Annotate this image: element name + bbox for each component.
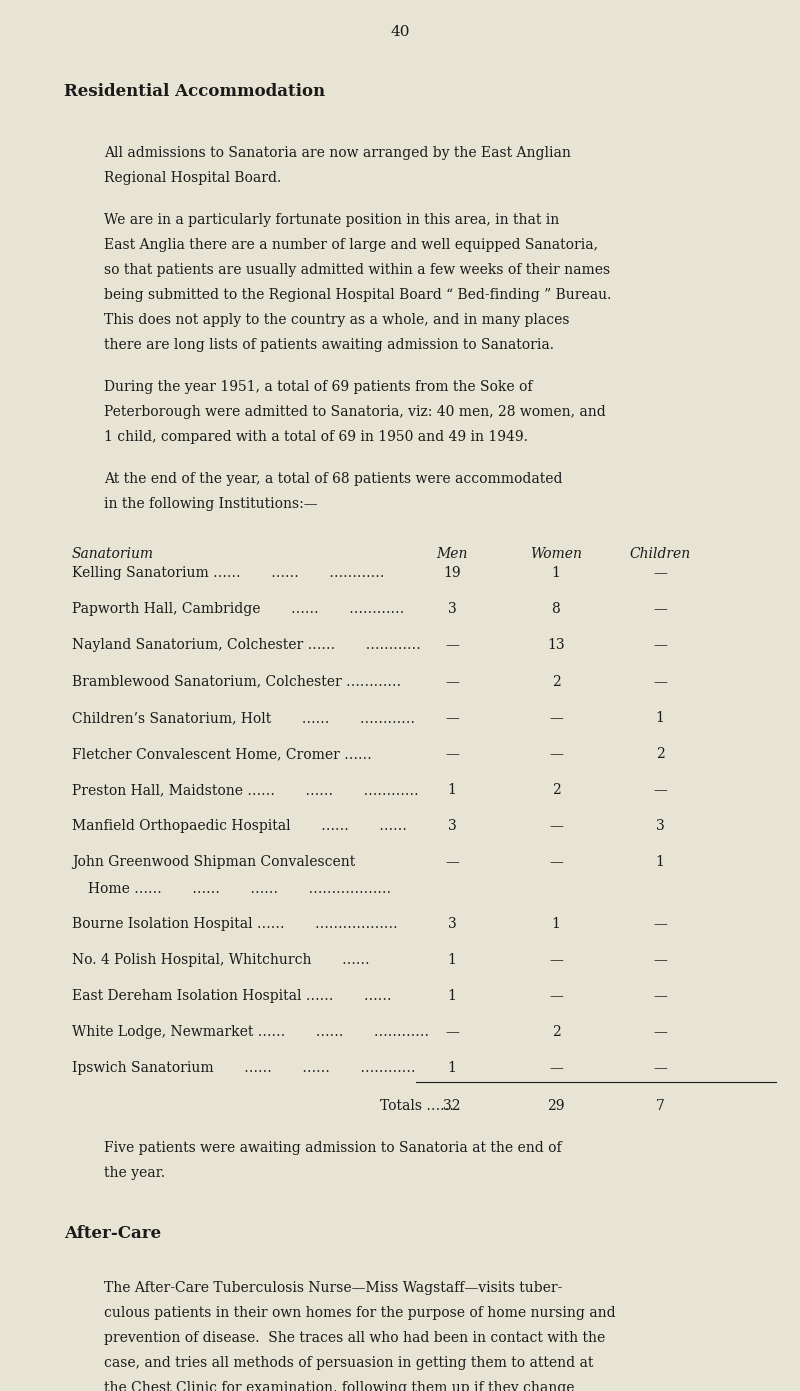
Text: —: — <box>653 1061 667 1075</box>
Text: —: — <box>653 783 667 797</box>
Text: —: — <box>549 711 563 725</box>
Text: 29: 29 <box>547 1099 565 1113</box>
Text: Children: Children <box>630 547 690 561</box>
Text: 8: 8 <box>552 602 560 616</box>
Text: Women: Women <box>530 547 582 561</box>
Text: Five patients were awaiting admission to Sanatoria at the end of: Five patients were awaiting admission to… <box>104 1141 562 1155</box>
Text: —: — <box>549 1061 563 1075</box>
Text: East Dereham Isolation Hospital ……       ……: East Dereham Isolation Hospital …… …… <box>72 989 391 1003</box>
Text: 1: 1 <box>447 953 457 967</box>
Text: Papworth Hall, Cambridge       ……       …………: Papworth Hall, Cambridge …… ………… <box>72 602 404 616</box>
Text: —: — <box>653 1025 667 1039</box>
Text: 13: 13 <box>547 638 565 652</box>
Text: 32: 32 <box>443 1099 461 1113</box>
Text: John Greenwood Shipman Convalescent: John Greenwood Shipman Convalescent <box>72 855 355 869</box>
Text: At the end of the year, a total of 68 patients were accommodated: At the end of the year, a total of 68 pa… <box>104 472 562 485</box>
Text: Home ……       ……       ……       ………………: Home …… …… …… ……………… <box>88 882 391 896</box>
Text: —: — <box>445 638 459 652</box>
Text: Peterborough were admitted to Sanatoria, viz: 40 men, 28 women, and: Peterborough were admitted to Sanatoria,… <box>104 405 606 419</box>
Text: Residential Accommodation: Residential Accommodation <box>64 83 325 100</box>
Text: Children’s Sanatorium, Holt       ……       …………: Children’s Sanatorium, Holt …… ………… <box>72 711 415 725</box>
Text: —: — <box>549 989 563 1003</box>
Text: —: — <box>653 917 667 931</box>
Text: —: — <box>653 566 667 580</box>
Text: 7: 7 <box>655 1099 665 1113</box>
Text: Kelling Sanatorium ……       ……       …………: Kelling Sanatorium …… …… ………… <box>72 566 384 580</box>
Text: 3: 3 <box>448 819 456 833</box>
Text: —: — <box>549 819 563 833</box>
Text: there are long lists of patients awaiting admission to Sanatoria.: there are long lists of patients awaitin… <box>104 338 554 352</box>
Text: 1: 1 <box>447 1061 457 1075</box>
Text: Sanatorium: Sanatorium <box>72 547 154 561</box>
Text: Men: Men <box>436 547 468 561</box>
Text: 1: 1 <box>447 989 457 1003</box>
Text: being submitted to the Regional Hospital Board “ Bed-finding ” Bureau.: being submitted to the Regional Hospital… <box>104 288 611 302</box>
Text: No. 4 Polish Hospital, Whitchurch       ……: No. 4 Polish Hospital, Whitchurch …… <box>72 953 370 967</box>
Text: culous patients in their own homes for the purpose of home nursing and: culous patients in their own homes for t… <box>104 1306 616 1320</box>
Text: Manfield Orthopaedic Hospital       ……       ……: Manfield Orthopaedic Hospital …… …… <box>72 819 407 833</box>
Text: case, and tries all methods of persuasion in getting them to attend at: case, and tries all methods of persuasio… <box>104 1356 594 1370</box>
Text: The After-Care Tuberculosis Nurse—Miss Wagstaff—visits tuber-: The After-Care Tuberculosis Nurse—Miss W… <box>104 1281 562 1295</box>
Text: in the following Institutions:—: in the following Institutions:— <box>104 497 318 510</box>
Text: 2: 2 <box>552 783 560 797</box>
Text: 2: 2 <box>552 675 560 689</box>
Text: —: — <box>653 953 667 967</box>
Text: —: — <box>445 675 459 689</box>
Text: —: — <box>653 638 667 652</box>
Text: We are in a particularly fortunate position in this area, in that in: We are in a particularly fortunate posit… <box>104 213 559 227</box>
Text: the Chest Clinic for examination, following them up if they change: the Chest Clinic for examination, follow… <box>104 1381 574 1391</box>
Text: Ipswich Sanatorium       ……       ……       …………: Ipswich Sanatorium …… …… ………… <box>72 1061 415 1075</box>
Text: 1: 1 <box>551 566 561 580</box>
Text: Bramblewood Sanatorium, Colchester …………: Bramblewood Sanatorium, Colchester ………… <box>72 675 401 689</box>
Text: 1 child, compared with a total of 69 in 1950 and 49 in 1949.: 1 child, compared with a total of 69 in … <box>104 430 528 444</box>
Text: Fletcher Convalescent Home, Cromer ……: Fletcher Convalescent Home, Cromer …… <box>72 747 372 761</box>
Text: the year.: the year. <box>104 1166 165 1180</box>
Text: East Anglia there are a number of large and well equipped Sanatoria,: East Anglia there are a number of large … <box>104 238 598 252</box>
Text: prevention of disease.  She traces all who had been in contact with the: prevention of disease. She traces all wh… <box>104 1331 606 1345</box>
Text: 3: 3 <box>656 819 664 833</box>
Text: —: — <box>549 855 563 869</box>
Text: 19: 19 <box>443 566 461 580</box>
Text: 2: 2 <box>656 747 664 761</box>
Text: —: — <box>445 747 459 761</box>
Text: This does not apply to the country as a whole, and in many places: This does not apply to the country as a … <box>104 313 570 327</box>
Text: 1: 1 <box>447 783 457 797</box>
Text: 1: 1 <box>551 917 561 931</box>
Text: so that patients are usually admitted within a few weeks of their names: so that patients are usually admitted wi… <box>104 263 610 277</box>
Text: 3: 3 <box>448 602 456 616</box>
Text: Preston Hall, Maidstone ……       ……       …………: Preston Hall, Maidstone …… …… ………… <box>72 783 418 797</box>
Text: During the year 1951, a total of 69 patients from the Soke of: During the year 1951, a total of 69 pati… <box>104 380 533 394</box>
Text: —: — <box>445 711 459 725</box>
Text: 3: 3 <box>448 917 456 931</box>
Text: 40: 40 <box>390 25 410 39</box>
Text: Nayland Sanatorium, Colchester ……       …………: Nayland Sanatorium, Colchester …… ………… <box>72 638 421 652</box>
Text: 1: 1 <box>655 855 665 869</box>
Text: White Lodge, Newmarket ……       ……       …………: White Lodge, Newmarket …… …… ………… <box>72 1025 429 1039</box>
Text: —: — <box>653 989 667 1003</box>
Text: —: — <box>445 1025 459 1039</box>
Text: Regional Hospital Board.: Regional Hospital Board. <box>104 171 282 185</box>
Text: —: — <box>445 855 459 869</box>
Text: Bourne Isolation Hospital ……       ………………: Bourne Isolation Hospital …… ……………… <box>72 917 398 931</box>
Text: —: — <box>549 747 563 761</box>
Text: After-Care: After-Care <box>64 1225 161 1242</box>
Text: All admissions to Sanatoria are now arranged by the East Anglian: All admissions to Sanatoria are now arra… <box>104 146 571 160</box>
Text: —: — <box>653 675 667 689</box>
Text: —: — <box>653 602 667 616</box>
Text: —: — <box>549 953 563 967</box>
Text: Totals ……: Totals …… <box>380 1099 454 1113</box>
Text: 1: 1 <box>655 711 665 725</box>
Text: 2: 2 <box>552 1025 560 1039</box>
